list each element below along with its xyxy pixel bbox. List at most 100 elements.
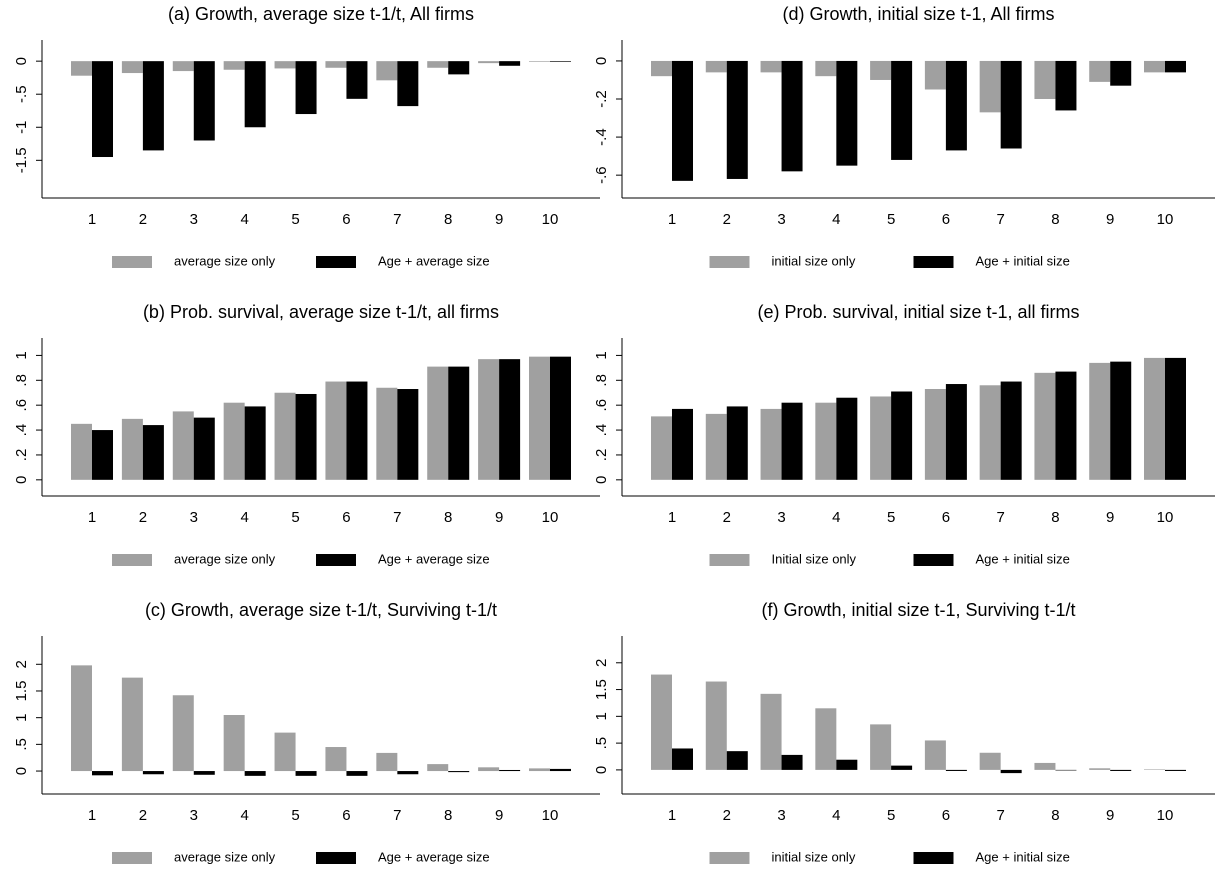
x-tick-label: 6: [342, 807, 350, 824]
y-tick-label: .5: [593, 737, 610, 750]
x-tick-label: 9: [1106, 509, 1114, 526]
bar: [924, 60, 946, 90]
bar: [427, 764, 449, 772]
bar: [891, 60, 913, 160]
x-tick-label: 2: [139, 211, 147, 228]
y-tick-label: 0: [593, 766, 610, 774]
x-tick-label: 7: [393, 807, 401, 824]
bar: [223, 402, 245, 480]
bar: [836, 397, 858, 480]
x-tick-label: 6: [942, 509, 950, 526]
legend-label: Age + average size: [378, 253, 490, 268]
bar: [172, 61, 194, 72]
x-tick-label: 9: [1106, 807, 1114, 824]
bar: [1089, 768, 1111, 770]
bar: [705, 681, 727, 770]
x-tick-label: 3: [190, 807, 198, 824]
y-tick-label: 0: [593, 57, 610, 65]
x-tick-label: 5: [887, 211, 895, 228]
legend-swatch: [709, 554, 750, 566]
x-tick-label: 2: [139, 509, 147, 526]
y-tick-label: -1.5: [13, 147, 30, 173]
x-tick-label: 3: [190, 211, 198, 228]
bar: [836, 60, 858, 166]
bar: [223, 61, 245, 70]
legend-label: Age + average size: [378, 551, 490, 566]
bar: [244, 406, 266, 480]
legend-swatch: [913, 852, 954, 864]
bar: [376, 387, 398, 480]
bar: [815, 708, 837, 770]
bar: [726, 751, 748, 770]
x-tick-label: 7: [996, 807, 1004, 824]
chart-title: (f) Growth, initial size t-1, Surviving …: [761, 600, 1075, 620]
x-tick-label: 3: [777, 211, 785, 228]
legend-swatch: [112, 852, 152, 864]
bar: [1165, 357, 1186, 480]
bar: [499, 359, 521, 480]
bar: [945, 384, 967, 480]
bar: [295, 393, 317, 480]
legend-label: average size only: [174, 253, 276, 268]
bar: [529, 356, 550, 480]
x-tick-label: 4: [832, 211, 840, 228]
bar: [295, 61, 317, 115]
x-tick-label: 2: [723, 807, 731, 824]
chart-title: (a) Growth, average size t-1/t, All firm…: [168, 4, 474, 24]
bar: [427, 366, 449, 480]
bar: [295, 771, 317, 776]
bar: [71, 665, 92, 772]
legend-swatch: [913, 256, 954, 268]
bar: [92, 61, 113, 158]
y-tick-label: .2: [593, 449, 610, 462]
bar: [1034, 60, 1056, 100]
x-tick-label: 9: [495, 509, 503, 526]
bar: [223, 715, 245, 772]
x-tick-label: 4: [240, 509, 248, 526]
bar: [1144, 769, 1165, 770]
bar: [1165, 769, 1186, 771]
y-tick-label: 1.5: [13, 681, 30, 702]
bar: [979, 752, 1001, 770]
x-tick-label: 8: [444, 509, 452, 526]
bar: [672, 60, 693, 181]
bar: [815, 60, 837, 77]
y-tick-label: 0: [593, 476, 610, 484]
y-tick-label: 0: [13, 767, 30, 775]
bar: [142, 61, 164, 151]
bar: [376, 752, 398, 772]
bar: [781, 60, 803, 172]
bar: [1089, 60, 1111, 82]
y-tick-label: .4: [13, 424, 30, 437]
x-tick-label: 10: [1157, 211, 1174, 228]
x-tick-label: 4: [240, 807, 248, 824]
x-tick-label: 8: [1051, 211, 1059, 228]
x-tick-label: 5: [291, 807, 299, 824]
y-tick-label: 0: [13, 57, 30, 65]
x-tick-label: 1: [88, 807, 96, 824]
bar: [651, 674, 672, 770]
bar: [499, 769, 521, 772]
x-tick-label: 6: [942, 807, 950, 824]
bar: [529, 768, 550, 772]
x-tick-label: 3: [777, 509, 785, 526]
x-tick-label: 6: [342, 509, 350, 526]
bar: [92, 771, 113, 776]
x-tick-label: 2: [139, 807, 147, 824]
bar: [1144, 60, 1165, 73]
bar: [142, 425, 164, 480]
y-tick-label: -.6: [593, 166, 610, 184]
y-tick-label: .6: [13, 399, 30, 412]
legend-swatch: [709, 256, 750, 268]
bar: [1110, 361, 1132, 480]
bar: [705, 60, 727, 73]
legend-label: Age + initial size: [976, 551, 1070, 566]
bar: [121, 677, 143, 772]
bar: [92, 430, 113, 480]
legend-label: initial size only: [772, 253, 856, 268]
bar: [1055, 371, 1077, 480]
bar: [760, 408, 782, 480]
x-tick-label: 9: [495, 211, 503, 228]
x-tick-label: 2: [723, 509, 731, 526]
x-tick-label: 8: [1051, 509, 1059, 526]
